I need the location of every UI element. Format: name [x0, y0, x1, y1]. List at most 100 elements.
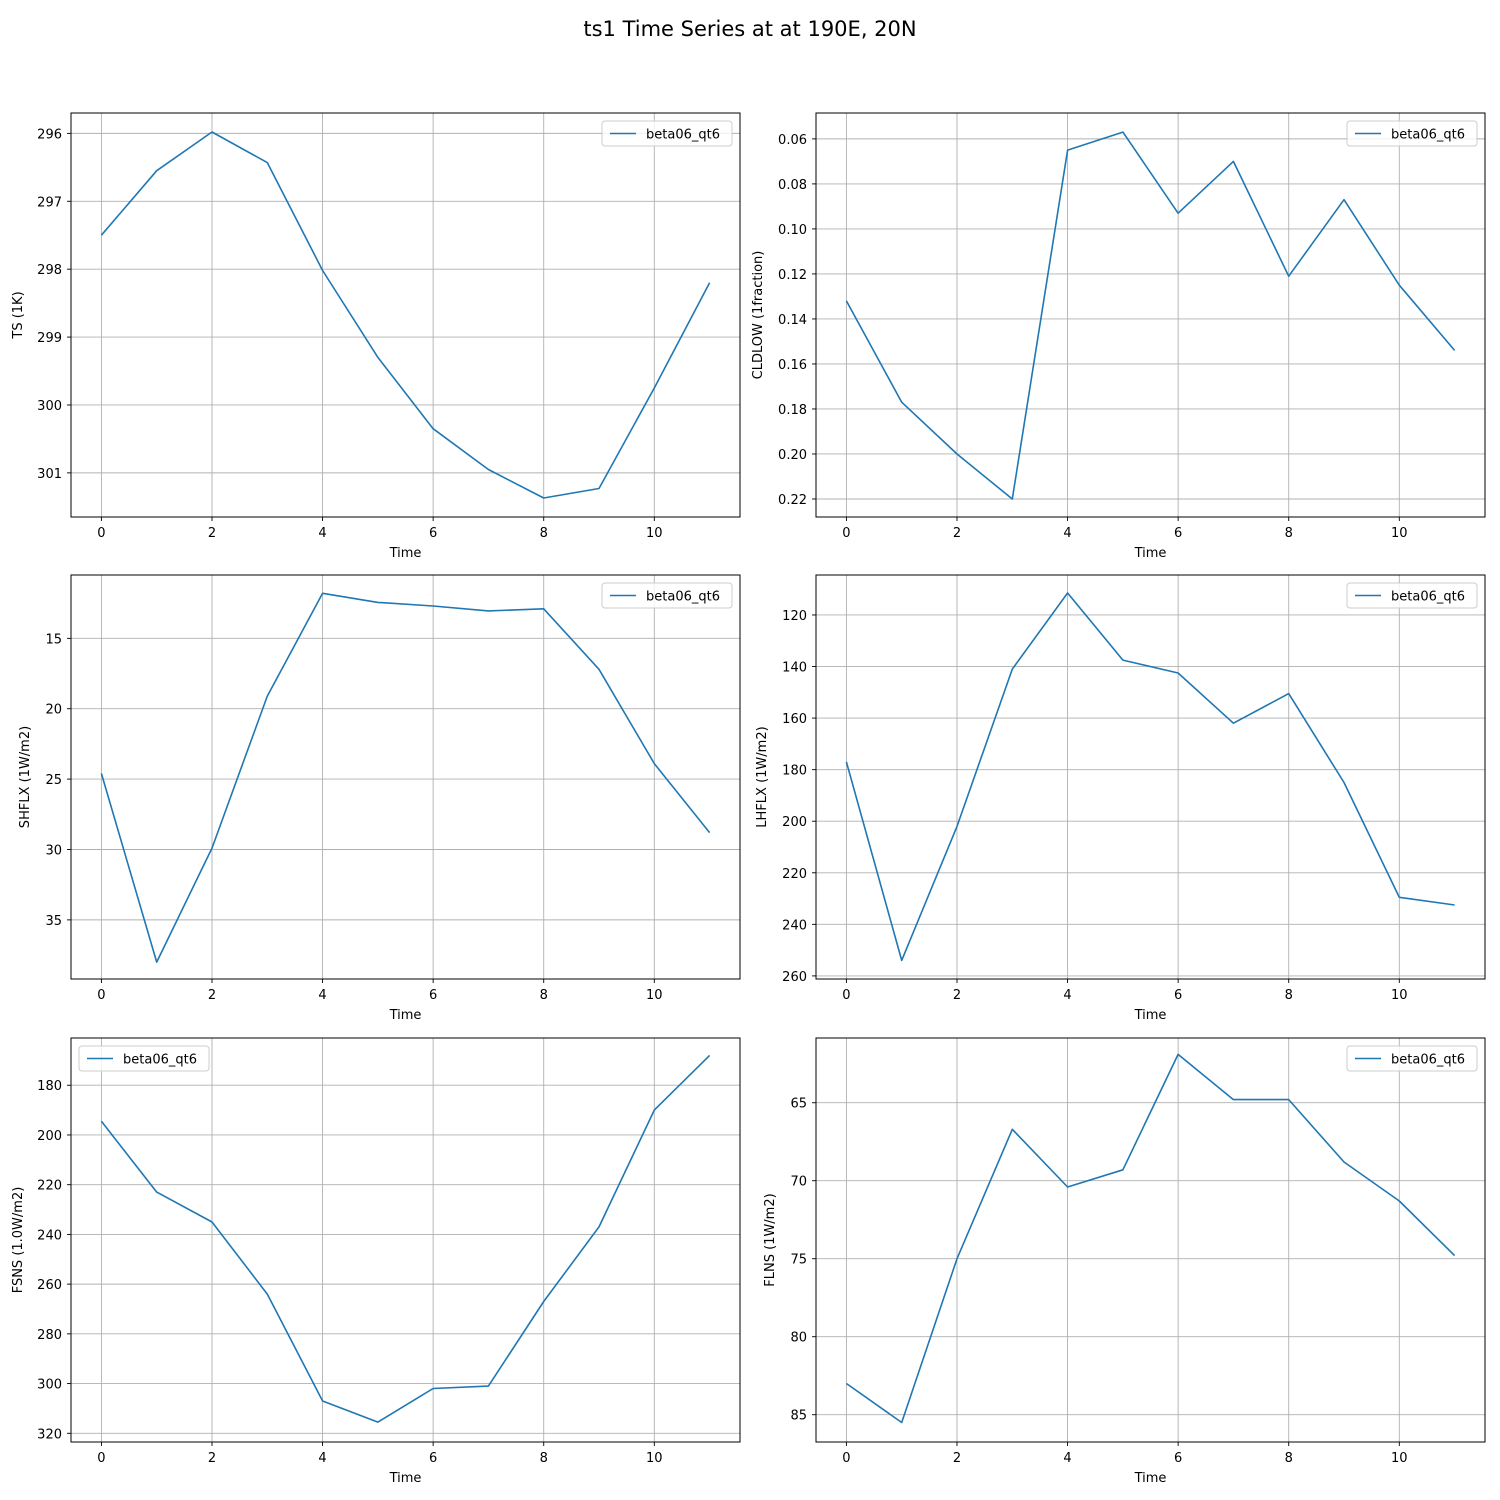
- x-tick-label: 8: [540, 988, 548, 1003]
- legend-label: beta06_qt6: [1391, 128, 1465, 143]
- x-tick-label: 10: [1391, 988, 1408, 1003]
- data-point: [1177, 212, 1179, 214]
- data-point: [1177, 1054, 1179, 1056]
- y-tick-label: 297: [37, 195, 62, 210]
- data-point: [709, 282, 711, 284]
- data-point: [1011, 498, 1013, 500]
- legend-box: [601, 582, 733, 609]
- legend-label: beta06_qt6: [1391, 590, 1465, 605]
- y-tick-label: 200: [782, 815, 807, 830]
- plot-area: [71, 113, 740, 517]
- subplot-5: 0 2 4 6 8 10 180 200 220 240 260 280 300 320 Time FSNS …: [11, 1037, 741, 1486]
- axes-frame: [70, 1037, 741, 1443]
- data-point: [598, 488, 600, 490]
- y-tick-label: 85: [790, 1409, 807, 1424]
- y-tick-label: 220: [782, 867, 807, 882]
- y-tick-label: 300: [37, 1378, 62, 1393]
- x-tick-label: 10: [1391, 526, 1408, 541]
- y-tick-label: 30: [45, 843, 62, 858]
- data-point: [1122, 131, 1124, 133]
- data-point: [432, 1388, 434, 1390]
- data-point: [1343, 1161, 1345, 1163]
- y-tick-label: 0.18: [778, 403, 807, 418]
- x-tick-label: 0: [97, 1451, 105, 1466]
- data-point: [1454, 350, 1456, 352]
- y-tick-label: 180: [37, 1079, 62, 1094]
- y-tick-label: 0.08: [778, 178, 807, 193]
- x-tick-label: 4: [1063, 526, 1071, 541]
- x-tick-label: 4: [318, 1451, 326, 1466]
- data-point: [846, 300, 848, 302]
- x-axis-label: Time: [389, 1008, 422, 1023]
- x-tick-label: 2: [208, 988, 216, 1003]
- plot-area: [71, 575, 740, 979]
- data-point: [709, 832, 711, 834]
- data-point: [1233, 161, 1235, 163]
- y-tick-label: 0.16: [778, 358, 807, 373]
- y-tick-label: 0.06: [778, 133, 807, 148]
- data-point: [101, 1120, 103, 1122]
- axes-frame: [70, 574, 741, 980]
- data-point: [901, 960, 903, 962]
- legend-box: [1346, 120, 1478, 147]
- x-axis-label: Time: [1134, 546, 1167, 561]
- data-point: [1399, 284, 1401, 286]
- data-point: [846, 761, 848, 763]
- x-tick-label: 6: [1174, 988, 1182, 1003]
- data-point: [488, 469, 490, 471]
- x-tick-label: 0: [842, 526, 850, 541]
- x-tick-label: 10: [646, 526, 663, 541]
- data-point: [543, 1301, 545, 1303]
- data-point: [101, 773, 103, 775]
- x-tick-label: 8: [1285, 1451, 1293, 1466]
- x-tick-label: 0: [842, 1451, 850, 1466]
- series-line: [100, 1054, 711, 1423]
- legend-label: beta06_qt6: [646, 128, 720, 143]
- series-line: [100, 592, 711, 963]
- y-tick-label: 20: [45, 703, 62, 718]
- y-tick-label: 240: [37, 1228, 62, 1243]
- data-point: [901, 1422, 903, 1424]
- plot-area: [816, 575, 1485, 979]
- y-tick-label: 80: [790, 1331, 807, 1346]
- y-tick-label: 240: [782, 918, 807, 933]
- data-point: [266, 162, 268, 164]
- legend: beta06_qt6: [1346, 120, 1478, 147]
- y-tick-label: 260: [782, 970, 807, 985]
- x-axis-label: Time: [1134, 1008, 1167, 1023]
- x-tick-label: 6: [429, 988, 437, 1003]
- data-point: [432, 605, 434, 607]
- subplot-4: 0 2 4 6 8 10 120 140 160 180 200 220 240 260 Time LHFLX…: [755, 574, 1486, 1023]
- y-tick-label: 65: [790, 1097, 807, 1112]
- x-tick-label: 2: [208, 526, 216, 541]
- y-axis-label: CLDLOW (1fraction): [751, 251, 766, 380]
- data-point: [956, 826, 958, 828]
- data-point: [1454, 904, 1456, 906]
- data-point: [266, 695, 268, 697]
- y-tick-label: 301: [37, 467, 62, 482]
- data-point: [598, 1226, 600, 1228]
- subplot-1: 0 2 4 6 8 10 296 297 298 299 300 301 Time TS (1K) beta…: [11, 112, 741, 561]
- data-point: [377, 357, 379, 359]
- data-point: [1067, 592, 1069, 594]
- x-tick-label: 8: [540, 526, 548, 541]
- x-tick-label: 2: [208, 1451, 216, 1466]
- y-tick-label: 120: [782, 609, 807, 624]
- y-axis-label: FLNS (1W/m2): [763, 1193, 778, 1286]
- axes-frame: [815, 574, 1486, 980]
- data-point: [1288, 693, 1290, 695]
- data-point: [101, 234, 103, 236]
- x-axis-label: Time: [389, 546, 422, 561]
- data-point: [1233, 1099, 1235, 1101]
- y-tick-label: 296: [37, 127, 62, 142]
- x-tick-label: 0: [97, 526, 105, 541]
- data-point: [543, 497, 545, 499]
- data-point: [1288, 1099, 1290, 1101]
- data-point: [543, 608, 545, 610]
- x-tick-label: 8: [540, 1451, 548, 1466]
- x-tick-label: 2: [953, 1451, 961, 1466]
- y-axis-label: LHFLX (1W/m2): [755, 726, 770, 827]
- y-axis-label: FSNS (1.0W/m2): [11, 1187, 26, 1294]
- legend-box: [78, 1045, 210, 1072]
